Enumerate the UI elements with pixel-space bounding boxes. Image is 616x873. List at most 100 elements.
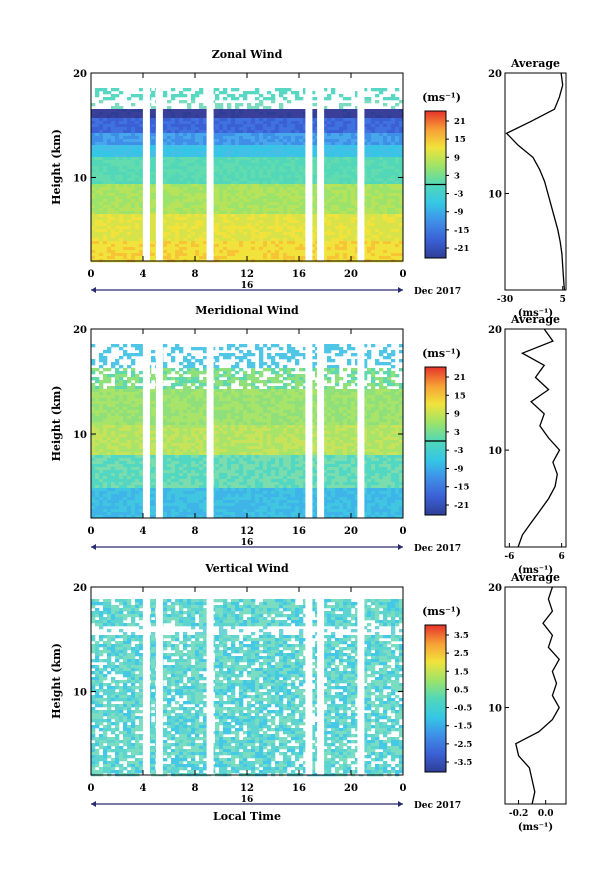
heatmap-cell	[375, 223, 380, 227]
heatmap-cell	[111, 491, 116, 495]
heatmap-cell	[263, 172, 268, 176]
heatmap-cell	[223, 175, 228, 179]
heatmap-cell	[195, 223, 200, 227]
heatmap-cell	[347, 241, 352, 245]
heatmap-cell	[91, 398, 96, 402]
heatmap-cell	[103, 503, 108, 507]
heatmap-cell	[131, 145, 136, 149]
heatmap-cell	[103, 392, 108, 396]
heatmap-cell	[215, 106, 220, 110]
heatmap-cell	[303, 196, 308, 200]
heatmap-cell	[279, 244, 284, 248]
heatmap-cell	[99, 485, 104, 489]
heatmap-cell	[295, 151, 300, 155]
heatmap-cell	[271, 166, 276, 170]
heatmap-cell	[399, 232, 404, 236]
heatmap-cell	[175, 124, 180, 128]
heatmap-cell	[131, 112, 136, 116]
heatmap-cell	[95, 208, 100, 212]
heatmap-cell	[355, 160, 360, 164]
heatmap-cell	[131, 115, 136, 119]
heatmap-cell	[323, 127, 328, 131]
heatmap-cell	[135, 187, 140, 191]
heatmap-cell	[339, 112, 344, 116]
heatmap-cell	[151, 115, 156, 119]
heatmap-cell	[187, 229, 192, 233]
heatmap-cell	[395, 142, 400, 146]
heatmap-cell	[283, 142, 288, 146]
heatmap-cell	[103, 154, 108, 158]
heatmap-cell	[167, 145, 172, 149]
heatmap-cell	[111, 190, 116, 194]
heatmap-cell	[119, 112, 124, 116]
heatmap-cell	[215, 253, 220, 257]
heatmap-cell	[167, 190, 172, 194]
heatmap-cell	[399, 199, 404, 203]
heatmap-cell	[259, 154, 264, 158]
heatmap-cells	[91, 344, 404, 519]
heatmap-cell	[323, 241, 328, 245]
heatmap-cell	[283, 232, 288, 236]
heatmap-cell	[187, 178, 192, 182]
heatmap-cell	[383, 193, 388, 197]
heatmap-cell	[195, 199, 200, 203]
heatmap-cell	[107, 449, 112, 453]
heatmap-cell	[355, 181, 360, 185]
heatmap-cell	[275, 247, 280, 251]
heatmap-cell	[91, 118, 96, 122]
heatmap-cell	[115, 470, 120, 474]
heatmap-cell	[291, 208, 296, 212]
heatmap-cell	[91, 401, 96, 405]
heatmap-cell	[391, 238, 396, 242]
heatmap-cell	[255, 235, 260, 239]
heatmap-cell	[243, 220, 248, 224]
heatmap-cell	[287, 244, 292, 248]
heatmap-cell	[287, 238, 292, 242]
heatmap-cell	[223, 142, 228, 146]
heatmap-cell	[135, 94, 140, 98]
heatmap-cell	[279, 181, 284, 185]
heatmap-cell	[363, 148, 368, 152]
heatmap-cell	[255, 112, 260, 116]
heatmap-cell	[351, 196, 356, 200]
heatmap-cell	[119, 133, 124, 137]
heatmap-cell	[99, 100, 104, 104]
heatmap-cell	[195, 202, 200, 206]
colorbar-tick-label: 15	[454, 135, 466, 145]
heatmap-cell	[311, 193, 316, 197]
heatmap-cell	[347, 256, 352, 260]
heatmap-cell	[183, 202, 188, 206]
heatmap-cell	[131, 250, 136, 254]
heatmap-cell	[355, 184, 360, 188]
heatmap-cell	[163, 256, 168, 260]
heatmap-cell	[383, 88, 388, 92]
heatmap-cell	[119, 211, 124, 215]
heatmap-cell	[127, 193, 132, 197]
heatmap-cell	[275, 127, 280, 131]
heatmap-cell	[107, 202, 112, 206]
heatmap-cell	[131, 229, 136, 233]
heatmap-cell	[331, 121, 336, 125]
heatmap-cell	[107, 515, 112, 519]
heatmap-cell	[395, 103, 400, 107]
heatmap-cell	[199, 130, 204, 134]
heatmap-cell	[235, 214, 240, 218]
heatmap-cell	[335, 166, 340, 170]
heatmap-cell	[187, 106, 192, 110]
heatmap-cell	[339, 157, 344, 161]
heatmap-cell	[103, 145, 108, 149]
heatmap-cell	[335, 214, 340, 218]
heatmap-cell	[271, 253, 276, 257]
heatmap-cell	[111, 124, 116, 128]
heatmap-cell	[215, 169, 220, 173]
heatmap-cell	[231, 109, 236, 113]
heatmap-cell	[299, 151, 304, 155]
heatmap-cell	[99, 473, 104, 477]
heatmap-cell	[287, 151, 292, 155]
heatmap-cell	[327, 112, 332, 116]
heatmap-cell	[271, 145, 276, 149]
heatmap-cell	[239, 118, 244, 122]
heatmap-cell	[383, 211, 388, 215]
heatmap-cell	[107, 491, 112, 495]
heatmap-cell	[99, 145, 104, 149]
